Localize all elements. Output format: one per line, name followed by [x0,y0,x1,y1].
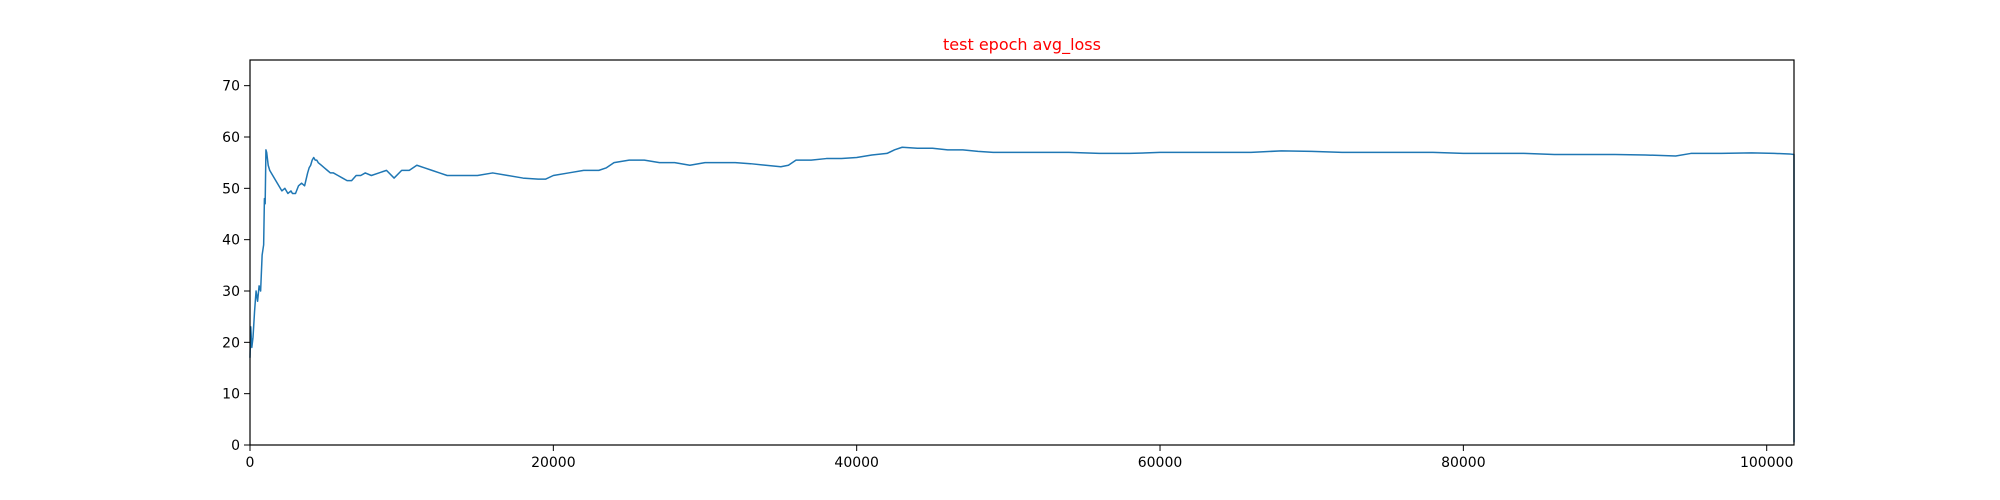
y-tick-label: 10 [222,387,240,403]
series-layer [249,146,1795,443]
chart-title: test epoch avg_loss [943,35,1101,55]
y-tick-label: 0 [231,438,240,454]
y-tick-label: 60 [222,130,240,146]
x-tick-label: 80000 [1441,455,1486,471]
x-tick-label: 40000 [834,455,879,471]
y-tick-label: 30 [222,284,240,300]
y-tick-label: 70 [222,79,240,95]
y-tick-label: 50 [222,181,240,197]
series-line-0 [249,146,1795,443]
x-tick-label: 60000 [1138,455,1183,471]
y-tick-label: 40 [222,233,240,249]
axes: 0 20000 40000 60000 80000 100000 0 10 20 30 40 50 60… [222,79,1793,471]
x-tick-label: 20000 [531,455,576,471]
x-tick-label: 0 [246,455,255,471]
x-tick-label: 100000 [1740,455,1793,471]
y-tick-label: 20 [222,335,240,351]
plot-frame [249,59,1795,446]
